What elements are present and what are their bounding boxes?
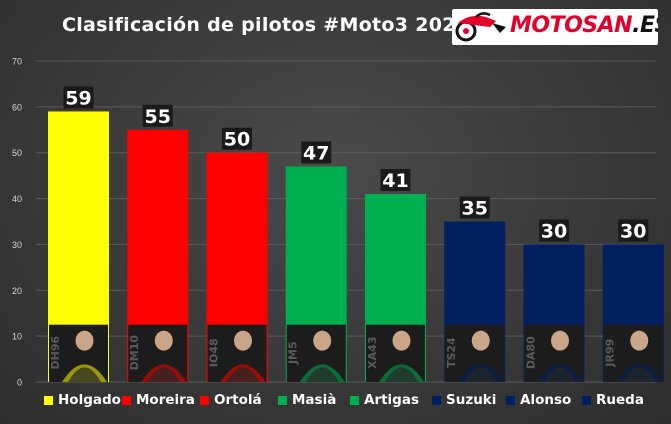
data-label-background [380, 168, 411, 191]
legend-swatch [582, 395, 591, 405]
y-tick-label: 40 [12, 194, 22, 204]
rider-suit-shadow [147, 367, 181, 382]
rider-photo [366, 324, 425, 382]
legend-item: Rueda [582, 392, 644, 408]
legend-label: Alonso [520, 392, 572, 408]
legend-item: Suzuki [432, 392, 496, 408]
rider-hair [623, 327, 652, 337]
rider-suit-shadow [226, 367, 260, 382]
legend-label: Holgado [58, 392, 121, 408]
chart-title: Clasificación de pilotos #Moto3 2023 [62, 14, 470, 36]
rider-hair [306, 327, 335, 337]
rider-number: XA43 [366, 337, 379, 369]
rider-suit-shadow [385, 367, 418, 382]
legend-item: Holgado [44, 392, 121, 408]
rider-hair [385, 327, 414, 337]
y-tick-label: 60 [12, 102, 22, 112]
rider-number: TS24 [445, 337, 458, 368]
legend-item: Ortolá [200, 392, 262, 408]
data-label: 35 [462, 198, 488, 220]
data-label: 55 [145, 106, 171, 128]
legend-swatch [506, 395, 515, 405]
rider-suit-shadow [543, 367, 577, 382]
y-tick-label: 10 [12, 332, 22, 342]
data-label-background [142, 104, 173, 127]
data-label: 47 [303, 142, 329, 164]
data-label-background [618, 219, 649, 242]
rider-face [154, 330, 173, 351]
logo-suffix: .ES [632, 13, 658, 38]
legend-item: Moreira [122, 392, 195, 408]
rider-photo [445, 324, 505, 382]
legend-label: Masià [292, 392, 337, 408]
legend-swatch [278, 395, 287, 405]
legend-label: Artigas [364, 392, 419, 408]
logo-wordmark: MOTOSAN.ES [510, 13, 658, 38]
rider-hair [147, 327, 176, 337]
data-label: 41 [382, 170, 408, 192]
y-tick-label: 0 [17, 378, 22, 388]
legend-swatch [350, 395, 359, 405]
y-tick-label: 70 [12, 57, 22, 67]
legend-swatch [200, 395, 209, 405]
rider-face [75, 330, 94, 351]
rider-hair [227, 327, 255, 337]
data-label-background [459, 196, 490, 219]
rider-photo [524, 324, 584, 382]
rider-face [471, 330, 490, 351]
rider-number: DM10 [128, 335, 141, 371]
legend-item: Masià [278, 392, 336, 408]
rider-face [630, 330, 649, 351]
legend-label: Suzuki [446, 392, 497, 408]
rider-number: DH96 [49, 336, 62, 370]
data-label-background [222, 127, 252, 150]
rider-face [313, 330, 332, 351]
rider-suit-shadow [464, 367, 498, 382]
y-tick-label: 20 [12, 286, 22, 296]
legend-item: Artigas [350, 392, 419, 408]
y-tick-label: 30 [12, 240, 22, 250]
rider-suit-shadow [305, 367, 339, 382]
data-label-background [539, 219, 569, 242]
motorbike-icon [455, 12, 506, 42]
data-label: 30 [541, 220, 567, 242]
rider-suit-shadow [68, 367, 101, 382]
legend-swatch [122, 395, 131, 405]
rider-number: DA80 [525, 336, 538, 369]
legend-label: Moreira [136, 392, 195, 408]
rider-photo [49, 324, 108, 382]
data-label: 59 [65, 87, 91, 109]
data-label-background [301, 141, 332, 164]
motosan-logo: MOTOSAN.ES [452, 9, 658, 45]
legend-swatch [44, 395, 53, 405]
rider-face [234, 330, 252, 351]
rider-suit-shadow [622, 367, 656, 382]
rider-number: JR99 [604, 339, 617, 368]
y-tick-label: 50 [12, 148, 22, 158]
legend-label: Rueda [596, 392, 644, 408]
logo-text: MOTOSAN [510, 13, 633, 38]
rider-photo [128, 324, 188, 382]
rider-hair [68, 327, 97, 337]
data-label-background [63, 86, 94, 109]
legend-label: Ortolá [214, 392, 262, 408]
rider-photo [207, 324, 267, 382]
rider-photo [286, 324, 346, 382]
rider-number: JM5 [287, 341, 300, 365]
rider-hair [464, 327, 493, 337]
rider-hair [544, 327, 572, 337]
rider-face [551, 330, 569, 351]
rider-number: IO48 [208, 338, 221, 367]
legend-swatch [432, 395, 441, 405]
data-label: 30 [620, 220, 646, 242]
legend-item: Alonso [506, 392, 571, 408]
rider-face [392, 330, 411, 351]
rider-photo [603, 324, 663, 382]
data-label: 50 [224, 129, 250, 151]
